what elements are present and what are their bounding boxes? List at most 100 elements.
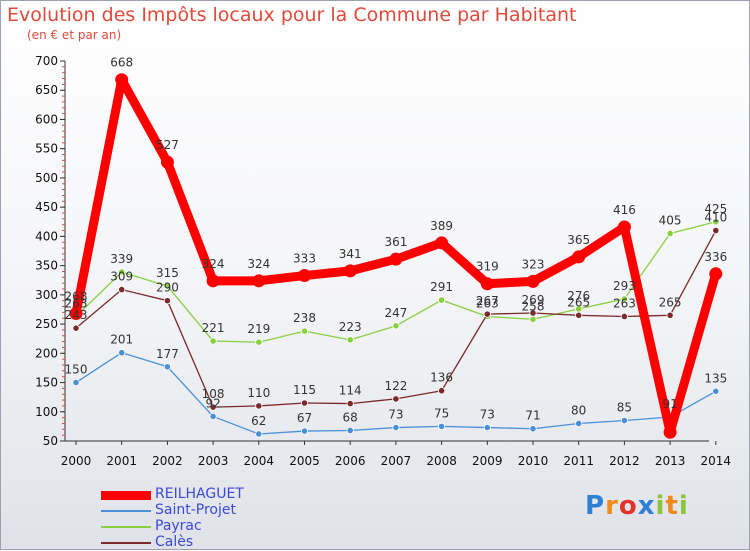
data-point [437, 387, 446, 395]
data-point [392, 395, 400, 403]
data-label: 177 [156, 347, 179, 361]
data-label: 75 [434, 406, 449, 420]
x-tick-label: 2006 [335, 454, 366, 468]
data-point [160, 155, 174, 169]
x-tick-label: 2007 [381, 454, 412, 468]
x-tick-label: 2003 [198, 454, 229, 468]
data-label: 73 [388, 408, 403, 422]
logo-letter: t [665, 491, 679, 521]
data-point [712, 218, 720, 226]
data-label: 336 [704, 250, 727, 264]
x-tick-label: 2010 [518, 454, 549, 468]
data-label: 247 [384, 306, 407, 320]
data-label: 62 [251, 414, 266, 428]
data-point [163, 363, 171, 371]
y-tick-label: 50 [43, 434, 58, 448]
data-point [115, 73, 129, 87]
data-label: 268 [65, 290, 88, 304]
data-point [300, 327, 309, 335]
data-point [252, 274, 266, 288]
data-point [343, 264, 357, 278]
data-label: 333 [293, 252, 316, 266]
data-point [483, 310, 491, 318]
data-point [666, 229, 674, 238]
data-point [437, 296, 446, 304]
legend-item: Saint-Projet [101, 502, 301, 519]
data-label: 108 [202, 387, 225, 401]
logo-letter: x [637, 491, 656, 521]
x-tick-label: 2013 [655, 454, 686, 468]
logo-letter: i [655, 491, 666, 521]
data-label: 341 [339, 247, 362, 261]
data-point [480, 277, 494, 291]
data-point [209, 337, 217, 345]
data-label: 293 [613, 279, 636, 293]
legend-swatch [101, 510, 151, 512]
data-label: 324 [247, 257, 270, 271]
data-label: 309 [110, 270, 133, 284]
series-reilhaguet [69, 73, 723, 439]
logo-letter: o [618, 491, 638, 521]
data-label: 223 [339, 320, 362, 334]
data-point [346, 399, 354, 408]
data-label: 243 [65, 308, 88, 322]
data-label: 324 [202, 257, 225, 271]
legend-label: REILHAGUET [155, 486, 244, 502]
data-point [392, 423, 400, 432]
data-label: 265 [659, 295, 682, 309]
data-point [529, 425, 537, 433]
y-tick-label: 150 [35, 376, 58, 390]
data-label: 68 [343, 410, 358, 424]
series-saint-projet [72, 349, 720, 438]
data-label: 389 [430, 219, 453, 233]
data-point [72, 378, 80, 387]
data-label: 122 [384, 379, 407, 393]
proxiti-logo: Proxiti [585, 491, 689, 521]
data-point [572, 250, 586, 264]
data-label: 238 [293, 311, 316, 325]
data-point [118, 268, 126, 276]
data-point [663, 425, 677, 439]
data-point [392, 322, 400, 330]
data-point [255, 338, 263, 346]
data-point [712, 387, 720, 395]
data-point [709, 267, 723, 281]
data-point [255, 402, 263, 410]
data-label: 263 [65, 296, 88, 310]
data-point [206, 274, 220, 288]
data-point [346, 426, 354, 435]
y-tick-label: 600 [35, 112, 58, 126]
data-point [529, 315, 537, 323]
data-point [620, 416, 629, 425]
data-label: 92 [205, 396, 220, 410]
data-label: 416 [613, 203, 636, 217]
x-tick-label: 2012 [609, 454, 640, 468]
data-label: 527 [156, 138, 179, 152]
data-label: 315 [156, 266, 179, 280]
data-label: 219 [247, 322, 270, 336]
y-tick-label: 250 [35, 317, 58, 331]
data-label: 267 [476, 294, 499, 308]
data-label: 668 [110, 56, 133, 70]
data-point [163, 282, 171, 290]
x-tick-label: 2014 [701, 454, 732, 468]
legend-item: Payrac [101, 518, 301, 535]
legend-swatch [101, 490, 151, 500]
x-tick-label: 2005 [289, 454, 320, 468]
data-label: 110 [247, 386, 270, 400]
data-label: 73 [480, 408, 495, 422]
legend-swatch [101, 542, 151, 544]
y-tick-label: 550 [35, 142, 58, 156]
data-label: 269 [522, 293, 545, 307]
data-label: 319 [476, 260, 499, 274]
data-point [72, 324, 80, 332]
data-label: 276 [567, 289, 590, 303]
data-point [483, 423, 491, 432]
data-point [69, 307, 83, 321]
data-label: 365 [567, 233, 590, 247]
data-label: 136 [430, 371, 453, 385]
x-tick-label: 2000 [61, 454, 92, 468]
data-point [712, 226, 720, 235]
data-point [575, 311, 583, 319]
